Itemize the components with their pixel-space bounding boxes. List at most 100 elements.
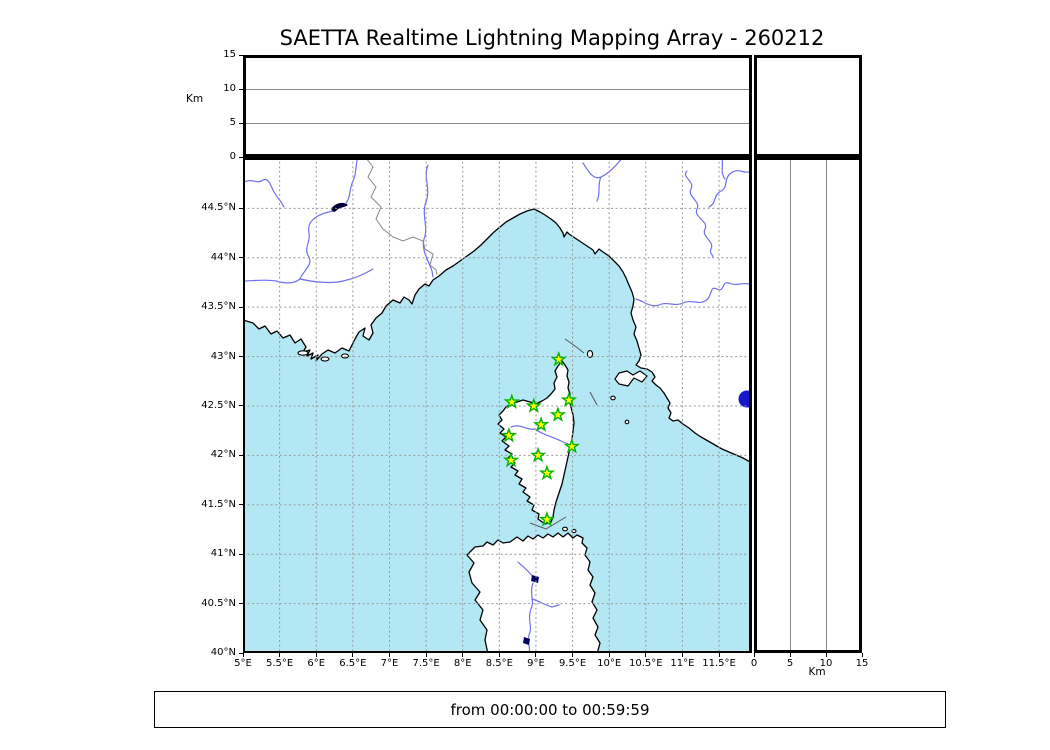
map-y-tickmark — [239, 207, 243, 209]
map-x-tickmark — [388, 653, 390, 657]
altitude-x-tickmark — [753, 653, 755, 657]
y-tick-label: 44°N — [210, 251, 236, 263]
station-star — [549, 406, 567, 422]
altitude-gridline — [246, 123, 749, 124]
station-star — [538, 464, 556, 481]
altitude-gridline — [826, 160, 827, 650]
altitude-x-tick-label: 5 — [786, 658, 794, 669]
altitude-x-tickmark — [861, 653, 863, 657]
altitude-latitude-panel — [754, 157, 862, 653]
map-y-tickmark — [239, 405, 243, 407]
x-tick-label: 11.5°E — [702, 658, 736, 669]
map-frame — [243, 157, 752, 653]
x-tick-label: 6°E — [307, 658, 326, 669]
map-x-tickmark — [718, 653, 720, 657]
elba-island — [614, 370, 648, 387]
altitude-x-tick-label: 15 — [855, 658, 869, 669]
x-tick-label: 11°E — [670, 658, 695, 669]
y-tick-label: 40.5°N — [201, 597, 236, 609]
time-window-label: from 00:00:00 to 00:59:59 — [450, 700, 650, 719]
map-x-tickmark — [242, 653, 244, 657]
x-tick-label: 8°E — [453, 658, 472, 669]
x-tick-label: 5°E — [234, 658, 252, 669]
y-tick-label: 43°N — [210, 350, 236, 362]
graticule — [243, 157, 752, 653]
altitude-y-tick-label: 0 — [229, 151, 236, 162]
station-star — [500, 426, 518, 443]
altitude-y-tickmark — [239, 88, 243, 90]
map-x-tickmark — [572, 653, 574, 657]
map-y-tickmark — [239, 603, 243, 605]
figure-title: SAETTA Realtime Lightning Mapping Array … — [279, 26, 825, 50]
small-islands — [297, 350, 630, 534]
altitude-x-tick-label: 0 — [750, 658, 758, 669]
map-y-tickmark — [239, 652, 243, 654]
station-star — [502, 451, 520, 468]
altitude-y-tickmark — [239, 156, 243, 158]
station-star — [529, 446, 547, 463]
map-x-tickmark — [352, 653, 354, 657]
station-star — [538, 510, 556, 527]
y-tick-label: 42°N — [210, 449, 236, 461]
y-tick-label: 41°N — [210, 548, 236, 560]
x-tick-label: 7°E — [380, 658, 399, 669]
altitude-y-tick-label: 5 — [229, 117, 236, 128]
mainland-coast — [243, 157, 752, 464]
altitude-gridline — [790, 160, 791, 650]
map-x-tickmark — [645, 653, 647, 657]
altitude-x-tickmark — [825, 653, 827, 657]
right-panel-km-label: Km — [808, 666, 826, 678]
y-tick-label: 44.5°N — [201, 202, 236, 214]
map-y-tickmark — [239, 504, 243, 506]
x-tick-label: 5.5°E — [265, 658, 294, 669]
map-x-tickmark — [315, 653, 317, 657]
y-tick-label: 42.5°N — [201, 399, 236, 411]
x-tick-label: 10.5°E — [629, 658, 663, 669]
map-y-tickmark — [239, 454, 243, 456]
map-y-tickmark — [239, 306, 243, 308]
x-tick-label: 8.5°E — [485, 658, 513, 669]
station-star — [563, 437, 581, 454]
time-window-box: from 00:00:00 to 00:59:59 — [154, 691, 946, 728]
altitude-longitude-panel — [243, 55, 752, 157]
y-tick-label: 40°N — [210, 647, 236, 658]
map-y-tickmark — [239, 257, 243, 259]
altitude-gridline — [246, 89, 749, 90]
top-panel-km-label: Km — [186, 93, 204, 105]
lakes — [331, 202, 752, 645]
map-x-tickmark — [608, 653, 610, 657]
x-tick-label: 9.5°E — [558, 658, 587, 669]
map-y-tickmark — [239, 553, 243, 555]
altitude-y-tickmark — [239, 122, 243, 124]
y-tick-label: 43.5°N — [201, 301, 236, 313]
rivers — [243, 157, 752, 653]
altitude-y-tick-label: 15 — [223, 49, 236, 60]
altitude-y-tickmark — [239, 54, 243, 56]
map-x-tickmark — [279, 653, 281, 657]
map-svg — [243, 157, 752, 653]
station-markers — [500, 350, 581, 527]
x-tick-label: 6.5°E — [339, 658, 367, 669]
corner-panel — [754, 55, 862, 157]
station-star — [503, 393, 521, 410]
map-x-tickmark — [681, 653, 683, 657]
x-tick-label: 9°E — [527, 658, 545, 669]
altitude-x-tickmark — [789, 653, 791, 657]
y-tick-label: 41.5°N — [201, 498, 236, 510]
x-tick-label: 10°E — [597, 658, 622, 669]
map-x-tickmark — [462, 653, 464, 657]
map-y-tickmark — [239, 356, 243, 358]
altitude-y-tick-label: 10 — [223, 83, 236, 94]
x-tick-label: 7.5°E — [412, 658, 440, 669]
sardinia-island — [466, 532, 601, 653]
map-x-tickmark — [535, 653, 537, 657]
map-panel — [243, 157, 752, 653]
map-x-tickmark — [498, 653, 500, 657]
station-star — [560, 391, 578, 407]
station-star — [550, 350, 567, 367]
station-star — [532, 416, 550, 432]
altitude-x-tick-label: 10 — [819, 658, 833, 669]
station-star — [525, 397, 542, 413]
sea-line-segments — [529, 338, 598, 530]
